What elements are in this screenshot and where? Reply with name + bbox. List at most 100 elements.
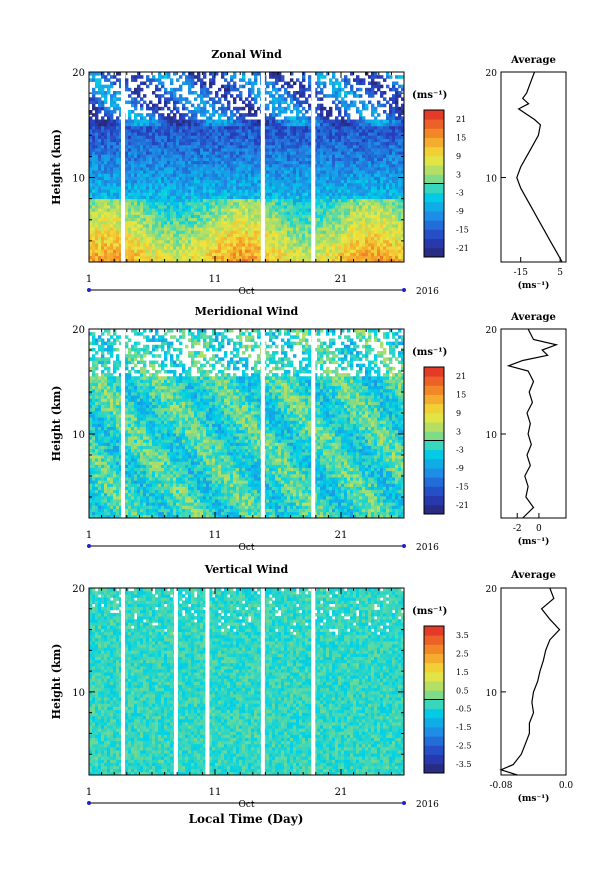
heatmap-cell [248,240,251,244]
heatmap-cell [242,240,245,244]
heatmap-cell [242,243,245,247]
heatmap-cell [209,135,212,139]
heatmap-cell [98,224,101,228]
heatmap-cell [89,116,92,120]
heatmap-cell [218,126,221,130]
heatmap-cell [98,154,101,158]
heatmap-cell [185,167,188,171]
heatmap-cell [176,196,179,200]
heatmap-cell [239,177,242,181]
heatmap-cell [209,154,212,158]
heatmap-cell [95,218,98,222]
heatmap-cell [155,173,158,177]
heatmap-cell [245,253,248,257]
heatmap-cell [218,234,221,238]
heatmap-cell [221,173,224,177]
heatmap-cell [161,145,164,149]
heatmap-cell [203,224,206,228]
heatmap-cell [170,94,173,98]
heatmap-cell [191,221,194,225]
heatmap-cell [98,199,101,203]
heatmap-cell [218,186,221,190]
heatmap-cell [203,253,206,257]
heatmap-cell [212,135,215,139]
heatmap-cell [92,177,95,181]
heatmap-cell [224,154,227,158]
heatmap-cell [209,78,212,82]
heatmap-cell [185,101,188,105]
heatmap-cell [95,208,98,212]
heatmap-cell [170,154,173,158]
heatmap-cell [158,101,161,105]
heatmap-cell [176,170,179,174]
heatmap-cell [155,104,158,108]
heatmap-cell [179,167,182,171]
heatmap-cell [137,237,140,241]
heatmap-cell [248,170,251,174]
heatmap-cell [209,234,212,238]
heatmap-cell [191,151,194,155]
heatmap-cell [188,101,191,105]
heatmap-cell [149,208,152,212]
heatmap-cell [170,218,173,222]
heatmap-cell [125,183,128,187]
heatmap-cell [170,196,173,200]
heatmap-cell [152,237,155,241]
heatmap-cell [203,173,206,177]
heatmap-cell [242,72,245,76]
heatmap-cell [155,129,158,133]
heatmap-cell [221,104,224,108]
heatmap-cell [200,240,203,244]
heatmap-cell [200,110,203,114]
heatmap-cell [164,154,167,158]
heatmap-cell [188,234,191,238]
heatmap-cell [140,161,143,165]
heatmap-cell [236,88,239,92]
heatmap-cell [236,110,239,114]
heatmap-cell [233,158,236,162]
heatmap-cell [191,129,194,133]
heatmap-cell [248,78,251,82]
heatmap-cell [158,199,161,203]
heatmap-cell [221,164,224,168]
heatmap-cell [110,116,113,120]
heatmap-cell [173,123,176,127]
heatmap-cell [233,107,236,111]
heatmap-cell [113,199,116,203]
heatmap-cell [182,97,185,101]
heatmap-cell [191,246,194,250]
heatmap-cell [170,202,173,206]
heatmap-cell [236,161,239,165]
heatmap-cell [98,129,101,133]
heatmap-cell [185,256,188,260]
heatmap-cell [104,110,107,114]
heatmap-cell [92,164,95,168]
heatmap-cell [236,224,239,228]
heatmap-cell [239,186,242,190]
heatmap-cell [143,215,146,219]
heatmap-cell [134,249,137,253]
heatmap-cell [239,123,242,127]
heatmap-cell [113,208,116,212]
heatmap-cell [185,215,188,219]
heatmap-cell [188,180,191,184]
heatmap-cell [248,126,251,130]
heatmap-cell [107,246,110,250]
heatmap-cell [254,249,257,253]
heatmap-cell [200,196,203,200]
heatmap-cell [143,227,146,231]
heatmap-cell [233,167,236,171]
heatmap-cell [185,78,188,82]
heatmap-cell [191,234,194,238]
heatmap-cell [98,189,101,193]
heatmap-cell [191,256,194,260]
heatmap-cell [164,135,167,139]
heatmap-cell [188,196,191,200]
heatmap-cell [206,170,209,174]
heatmap-cell [179,151,182,155]
heatmap-cell [245,256,248,260]
heatmap-cell [221,85,224,89]
heatmap-cell [149,167,152,171]
heatmap-cell [224,78,227,82]
heatmap-cell [125,218,128,222]
